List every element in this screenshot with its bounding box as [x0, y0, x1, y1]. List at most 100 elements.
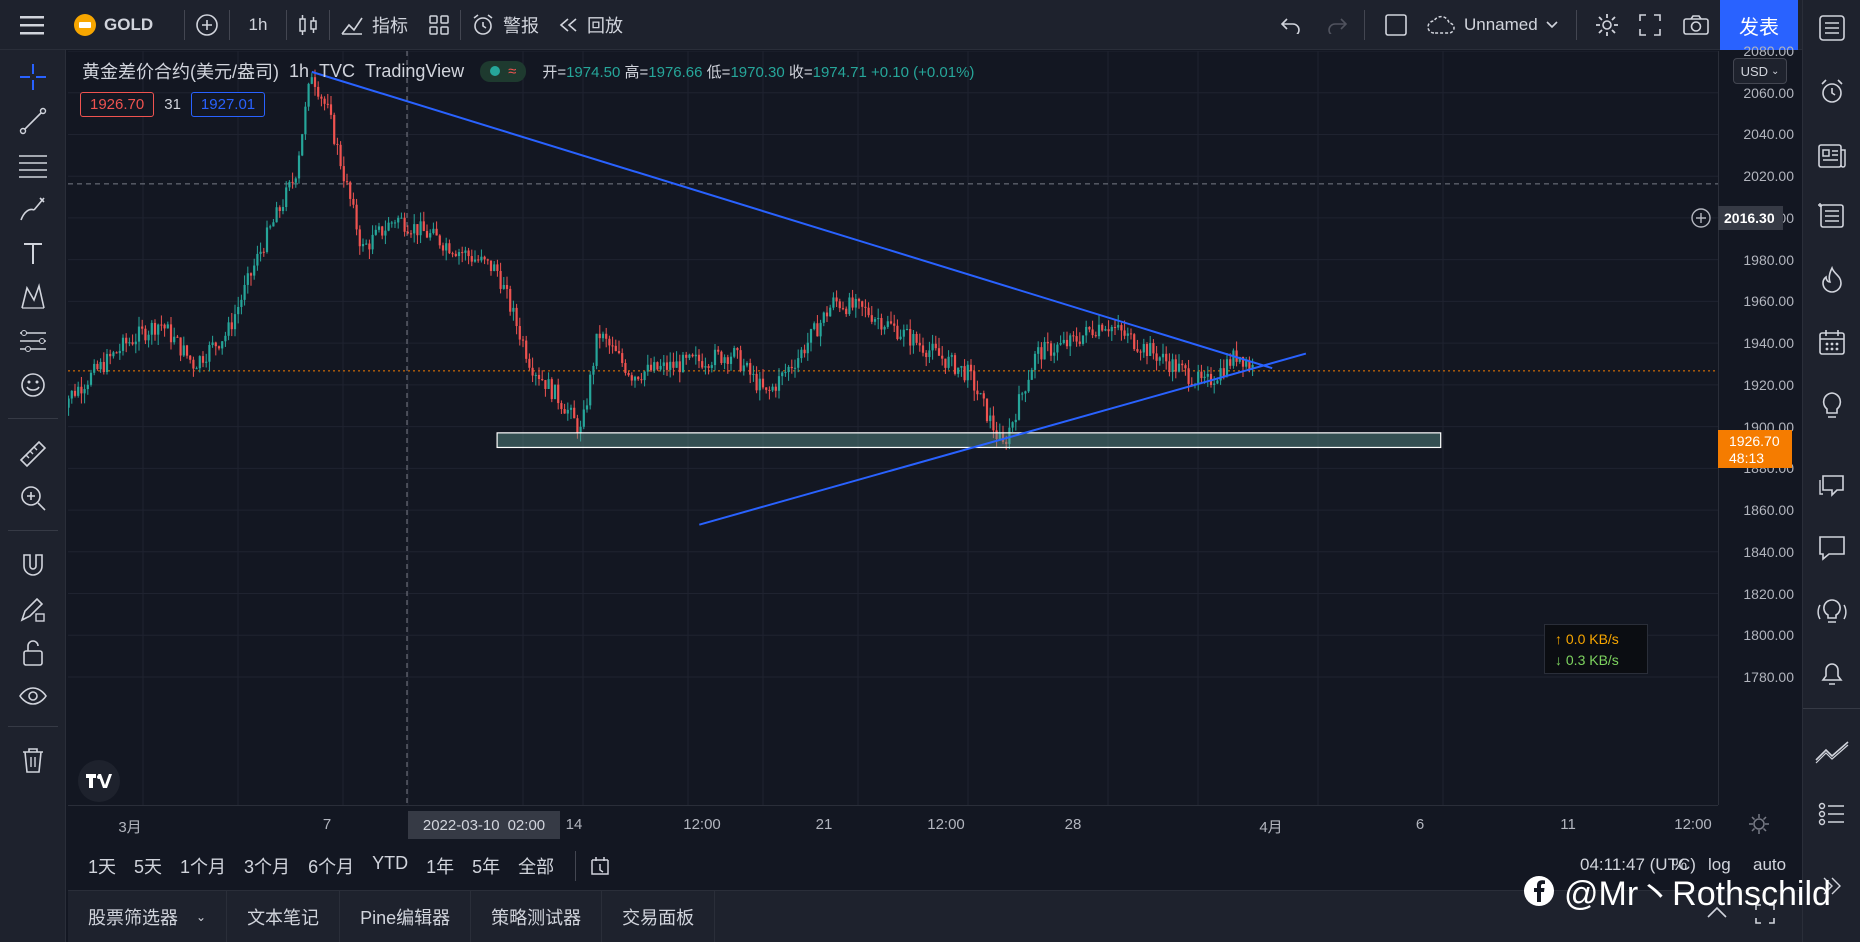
range-button[interactable]: 5年: [472, 857, 501, 877]
menu-button[interactable]: [0, 0, 64, 50]
hide-drawings-tool[interactable]: [13, 677, 53, 717]
price-scale-label: 1980.00: [1743, 251, 1794, 268]
candle-body: [1033, 353, 1037, 370]
tab-stock-screener[interactable]: 股票筛选器 ⌄: [68, 890, 228, 942]
undo-button[interactable]: [1270, 0, 1312, 50]
percent-toggle[interactable]: %: [1672, 855, 1688, 874]
log-toggle[interactable]: log: [1708, 855, 1731, 874]
fib-tool[interactable]: [13, 145, 53, 185]
candle-body: [432, 228, 435, 234]
buy-price-button[interactable]: 1927.01: [190, 92, 266, 117]
candle-body: [793, 367, 797, 369]
layout-toggle-button[interactable]: [1374, 0, 1418, 50]
interval-button[interactable]: 1h: [248, 14, 268, 34]
symbol-search[interactable]: GOLD: [64, 0, 184, 50]
lower-trendline[interactable]: [699, 352, 1307, 526]
sell-price-button[interactable]: 1926.70: [80, 92, 155, 117]
support-zone-rectangle[interactable]: [496, 432, 1442, 449]
range-button[interactable]: 全部: [518, 857, 555, 877]
ideas-button[interactable]: [1812, 386, 1852, 426]
price-scale[interactable]: 2080.002060.002040.002020.002000.001980.…: [1718, 43, 1802, 805]
price-chart[interactable]: [68, 51, 1718, 805]
add-price-icon[interactable]: [1690, 207, 1712, 229]
calendar-button[interactable]: [1812, 322, 1852, 362]
candle-body: [784, 372, 787, 374]
candle-body: [269, 226, 272, 228]
chart-type-button[interactable]: [287, 0, 329, 50]
range-button[interactable]: 1年: [426, 857, 455, 877]
range-button[interactable]: 1个月: [180, 857, 227, 877]
tab-pine-editor[interactable]: Pine编辑器: [340, 890, 472, 942]
tab-trading-panel[interactable]: 交易面板: [602, 890, 716, 942]
range-button[interactable]: 3个月: [244, 857, 291, 877]
redo-button[interactable]: [1316, 0, 1358, 50]
emoji-tool[interactable]: [13, 365, 53, 405]
range-button[interactable]: 5天: [134, 857, 163, 877]
lock-all-tool[interactable]: [13, 633, 53, 673]
candle-body: [1069, 335, 1072, 347]
data-window-button[interactable]: [1812, 196, 1852, 236]
streams-button[interactable]: [1812, 592, 1852, 632]
remove-drawings-tool[interactable]: [13, 740, 53, 780]
candle-body: [176, 336, 179, 338]
zoom-tool[interactable]: [13, 478, 53, 518]
alert-button[interactable]: 警报: [461, 0, 549, 50]
trading-panel-button[interactable]: [1812, 732, 1852, 772]
candle-body: [221, 341, 224, 349]
settings-button[interactable]: [1584, 0, 1630, 50]
compare-button[interactable]: [185, 0, 229, 50]
publish-button[interactable]: 发表: [1720, 0, 1798, 50]
cursor-time: 02:00: [507, 816, 546, 834]
snapshot-button[interactable]: [1672, 0, 1720, 50]
time-scale-settings[interactable]: [1747, 812, 1771, 841]
collapse-panel-button[interactable]: [1706, 905, 1728, 924]
messages-button[interactable]: [1812, 528, 1852, 568]
candle-body: [982, 393, 985, 399]
clock[interactable]: 04:11:47 (UTC): [1580, 855, 1696, 874]
crosshair-tool[interactable]: [13, 57, 53, 97]
trendline-tool[interactable]: [13, 101, 53, 141]
hotlists-button[interactable]: [1812, 260, 1852, 300]
chats-button[interactable]: [1812, 466, 1852, 506]
brush-tool[interactable]: [13, 189, 53, 229]
collapse-right-panel-button[interactable]: [1812, 866, 1852, 906]
fullscreen-button[interactable]: [1628, 0, 1672, 50]
layout-name-button[interactable]: Unnamed: [1416, 0, 1568, 50]
candle-body: [771, 386, 774, 391]
candle-body: [105, 353, 109, 373]
price-scale-label: 1800.00: [1743, 627, 1794, 644]
range-button[interactable]: 6个月: [308, 857, 355, 877]
candle-body: [550, 379, 553, 400]
pattern-tool[interactable]: [13, 277, 53, 317]
candle-body: [368, 243, 371, 250]
magnet-tool[interactable]: [13, 545, 53, 585]
time-scale-label: 6: [1415, 816, 1425, 833]
time-scale[interactable]: 2022-03-10 02:00 3月 7 14 12:00 21 12:00 28 4月 6 1…: [68, 805, 1718, 843]
range-button[interactable]: YTD: [372, 853, 409, 873]
candle-body: [224, 335, 227, 342]
range-button[interactable]: 1天: [88, 857, 117, 877]
object-tree-button[interactable]: [1812, 794, 1852, 834]
templates-button[interactable]: [418, 0, 460, 50]
tradingview-logo[interactable]: [78, 760, 120, 802]
candle-body: [752, 373, 755, 375]
indicators-button[interactable]: 指标: [330, 0, 418, 50]
forecast-tool[interactable]: [13, 321, 53, 361]
watchlist-button[interactable]: [1812, 8, 1852, 48]
alerts-panel-button[interactable]: [1812, 72, 1852, 112]
candle-body: [1072, 335, 1075, 337]
candle-body: [1117, 325, 1120, 328]
lock-drawing-tool[interactable]: [13, 589, 53, 629]
auto-toggle[interactable]: auto: [1753, 855, 1787, 874]
notifications-button[interactable]: [1812, 653, 1852, 693]
upper-trendline[interactable]: [311, 70, 1273, 370]
text-tool[interactable]: [13, 233, 53, 273]
maximize-panel-button[interactable]: [1754, 903, 1776, 930]
measure-tool[interactable]: [13, 434, 53, 474]
currency-selector[interactable]: USD ⌄: [1733, 58, 1787, 84]
replay-button[interactable]: 回放: [549, 0, 633, 50]
date-range-icon[interactable]: [588, 854, 612, 878]
tab-strategy-tester[interactable]: 策略测试器: [471, 890, 603, 942]
tab-text-notes[interactable]: 文本笔记: [227, 890, 341, 942]
news-button[interactable]: [1812, 136, 1852, 176]
